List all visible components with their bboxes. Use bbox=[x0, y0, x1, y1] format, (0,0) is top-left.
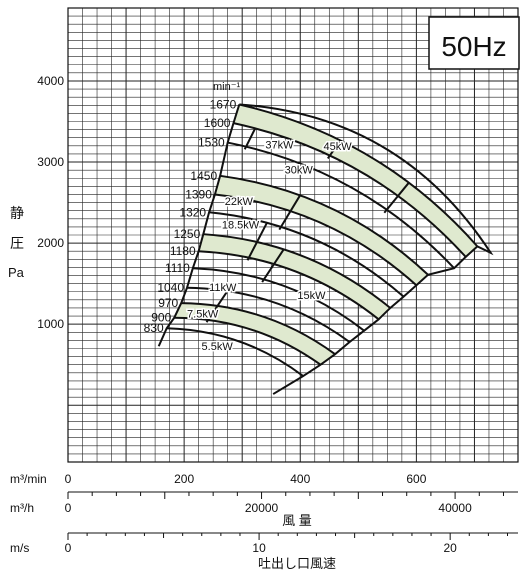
motor-power-label: 18.5kW bbox=[222, 220, 260, 232]
y-tick-label: 4000 bbox=[37, 74, 64, 88]
rpm-label: 1600 bbox=[204, 116, 231, 130]
max-flow-line bbox=[272, 245, 479, 395]
motor-power-label: 37kW bbox=[265, 139, 294, 151]
motor-boundary bbox=[246, 222, 268, 261]
x-axis-unit-ms: m/s bbox=[10, 541, 29, 555]
frequency-badge-box bbox=[428, 16, 520, 70]
power-band bbox=[198, 234, 391, 320]
power-band bbox=[174, 303, 336, 365]
speed-curve-1110 bbox=[192, 267, 365, 332]
rpm-label: 1530 bbox=[198, 136, 225, 150]
motor-power-label: 30kW bbox=[285, 164, 314, 176]
surge-limit-line bbox=[157, 104, 241, 347]
y-tick-label: 3000 bbox=[37, 155, 64, 169]
rpm-unit-label: min⁻¹ bbox=[213, 81, 241, 93]
rpm-label: 1110 bbox=[165, 261, 190, 275]
rpm-label: 1450 bbox=[190, 169, 217, 183]
x-axis-unit-m3h: m³/h bbox=[10, 501, 34, 515]
x-tick-label-m3min: 400 bbox=[290, 472, 310, 486]
motor-boundary bbox=[278, 194, 301, 231]
speed-curve-1600 bbox=[233, 122, 467, 258]
rpm-label: 1390 bbox=[185, 187, 212, 201]
rpm-label: 1670 bbox=[210, 97, 237, 111]
x-tick-label-velocity: 0 bbox=[65, 541, 72, 555]
x-tick-label-velocity: 20 bbox=[443, 541, 457, 555]
speed-curve-1320 bbox=[208, 211, 405, 298]
outer-envelope bbox=[239, 103, 494, 256]
motor-power-label: 45kW bbox=[323, 141, 352, 153]
motor-power-label: 11kW bbox=[209, 282, 237, 294]
velocity-axis-title: 吐出し口風速 bbox=[258, 556, 336, 571]
x-tick-label-m3h: 40000 bbox=[438, 501, 472, 515]
rpm-label: 1040 bbox=[157, 281, 184, 295]
power-bands bbox=[174, 104, 478, 365]
motor-boundary bbox=[327, 139, 342, 160]
rpm-label: 1250 bbox=[174, 227, 201, 241]
motor-boundary bbox=[383, 182, 410, 214]
speed-curve-1530 bbox=[227, 141, 455, 269]
x-tick-label-m3h: 0 bbox=[65, 501, 72, 515]
rpm-label: 1320 bbox=[179, 205, 206, 219]
y-axis-title-char-2: 圧 bbox=[10, 235, 24, 251]
power-band bbox=[214, 175, 428, 286]
x-tick-label-m3min: 200 bbox=[174, 472, 194, 486]
speed-curve-1670 bbox=[239, 103, 479, 248]
y-axis-title: 静 圧 Pa bbox=[8, 205, 25, 280]
grid bbox=[67, 7, 519, 463]
rpm-label: 1180 bbox=[170, 244, 196, 258]
plot-frame bbox=[67, 7, 519, 463]
x-tick-label-m3h: 20000 bbox=[245, 501, 279, 515]
motor-boundary bbox=[243, 127, 257, 150]
motor-power-label: 22kW bbox=[225, 196, 254, 208]
frequency-badge-text: 50Hz bbox=[441, 31, 506, 62]
motor-boundary bbox=[205, 290, 229, 323]
motor-boundary bbox=[261, 248, 285, 283]
y-tick-label: 1000 bbox=[37, 317, 64, 331]
rpm-label: 830 bbox=[144, 321, 164, 335]
x-tick-label-m3min: 0 bbox=[65, 472, 72, 486]
frequency-badge: 50Hz bbox=[428, 16, 520, 70]
y-axis-title-unit: Pa bbox=[8, 265, 25, 280]
speed-curves bbox=[157, 103, 494, 395]
motor-power-label: 15kW bbox=[297, 290, 326, 302]
y-axis-title-char-1: 静 bbox=[10, 205, 24, 221]
speed-curve-1040 bbox=[187, 286, 351, 343]
speed-curve-970 bbox=[181, 302, 336, 355]
motor-power-label: 5.5kW bbox=[202, 341, 234, 353]
rpm-label: 900 bbox=[151, 311, 171, 325]
speed-curve-1390 bbox=[214, 193, 418, 287]
speed-curve-1180 bbox=[198, 250, 380, 321]
motor-power-label: 7.5kW bbox=[187, 309, 219, 321]
power-band bbox=[233, 104, 478, 257]
x-axis-title: 風 量 bbox=[282, 513, 312, 528]
x-tick-label-m3min: 600 bbox=[406, 472, 426, 486]
speed-curve-1250 bbox=[203, 233, 391, 309]
x-axis-unit-m3min: m³/min bbox=[10, 472, 47, 486]
x-tick-label-velocity: 10 bbox=[252, 541, 266, 555]
y-tick-label: 2000 bbox=[37, 236, 64, 250]
rpm-label: 970 bbox=[158, 296, 178, 310]
speed-curve-1450 bbox=[219, 174, 429, 276]
speed-curve-900 bbox=[174, 316, 322, 366]
speed-curve-830 bbox=[166, 327, 304, 377]
curve-labels: 1670 1600 1530 1450 1390 1320 1250 1180 1110 1040… bbox=[144, 97, 354, 354]
